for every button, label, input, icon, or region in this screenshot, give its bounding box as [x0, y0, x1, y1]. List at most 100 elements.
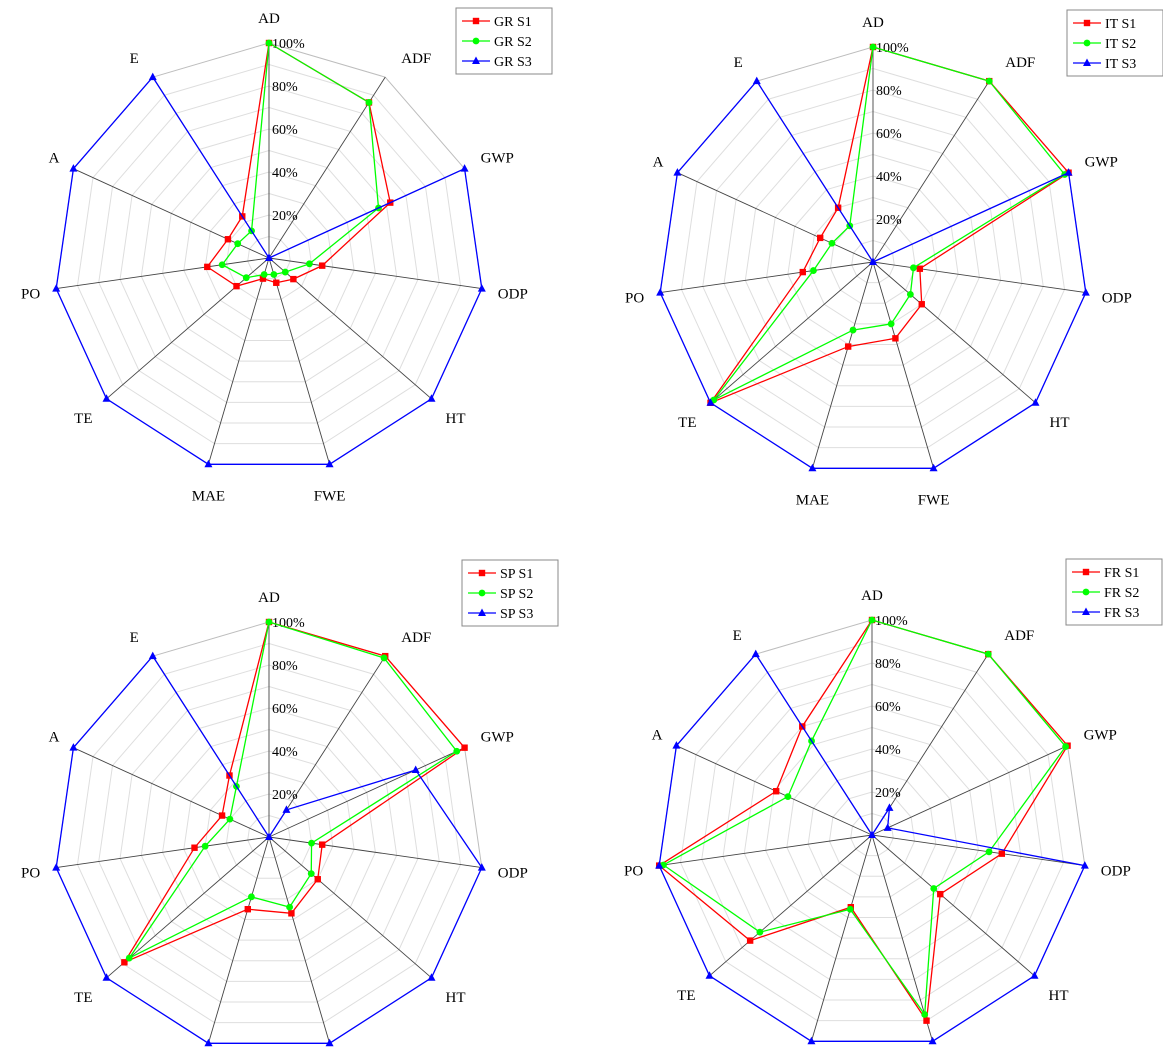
legend-marker: [1083, 58, 1091, 66]
data-point: [998, 850, 1006, 857]
axis-spoke: [810, 834, 873, 1042]
data-point: [121, 959, 128, 966]
axis-label-e: E: [130, 630, 139, 646]
axis-label-a: A: [653, 155, 664, 171]
radar-panel-sp: ADADFGWPODPHTFWEMAETEPOAE20%40%60%80%100…: [21, 559, 559, 1047]
tick-label: 100%: [272, 37, 305, 52]
data-point: [218, 261, 226, 269]
axis-spoke: [710, 261, 874, 404]
data-point: [918, 301, 925, 308]
data-point: [756, 928, 764, 936]
axis-spoke: [659, 834, 873, 867]
legend-label: GR S3: [494, 55, 532, 70]
radar-panel-gr: AD ADF GWP ODP HT FWE MAE TE PO A E 20% 40% 60% 80% 100…: [21, 7, 553, 504]
grid-ring: [162, 149, 376, 362]
grid-ring: [119, 106, 419, 403]
axis-label-odp: ODP: [1101, 864, 1131, 880]
axis-spoke: [56, 836, 270, 869]
legend-label: IT S1: [1105, 17, 1136, 32]
legend-label: SP S3: [500, 607, 533, 622]
data-point: [746, 937, 754, 944]
data-point: [288, 910, 295, 917]
data-point: [427, 394, 436, 402]
axis-spoke: [871, 653, 989, 836]
tick-label: 20%: [875, 786, 901, 801]
legend: IT S1 IT S2 IT S3: [1066, 9, 1163, 77]
data-point: [706, 398, 715, 406]
axis-label-e: E: [733, 628, 742, 644]
data-point: [906, 290, 914, 298]
axis-spoke: [207, 836, 270, 1044]
data-point: [892, 335, 899, 342]
axis-label-gwp: GWP: [1085, 155, 1118, 171]
axis-spoke: [872, 261, 1036, 404]
axis-spoke: [872, 261, 1086, 294]
data-point: [1031, 398, 1040, 406]
data-point: [242, 274, 250, 282]
data-point: [102, 973, 111, 981]
data-point: [916, 265, 924, 272]
legend-marker: [478, 569, 486, 577]
axis-spoke: [871, 834, 1085, 867]
grid-ring: [702, 89, 1044, 428]
axis-label-adf: ADF: [1005, 55, 1035, 71]
grid-ring: [766, 153, 980, 366]
legend-marker: [472, 17, 480, 25]
legend-marker: [1083, 19, 1091, 27]
data-point: [259, 275, 267, 282]
axis-spoke: [268, 836, 432, 979]
axis-label-ht: HT: [1049, 415, 1069, 431]
data-point: [807, 1036, 816, 1045]
data-point: [477, 863, 486, 871]
tick-label: 40%: [272, 166, 298, 181]
legend-label: SP S2: [500, 587, 533, 602]
legend: SP S1 SP S2 SP S3: [461, 559, 559, 627]
tick-label: 100%: [876, 41, 909, 56]
axis-spoke: [709, 834, 873, 977]
data-point: [921, 1011, 929, 1018]
data-point: [772, 788, 780, 795]
data-point: [427, 973, 436, 981]
axis-label-e: E: [130, 51, 139, 67]
data-point: [125, 954, 133, 962]
series-line-sp-s1: [122, 621, 466, 964]
data-point: [265, 39, 273, 47]
data-point: [314, 876, 321, 883]
data-point: [1080, 861, 1089, 869]
tick-label: 80%: [272, 80, 298, 95]
legend-label: FR S2: [1104, 586, 1139, 601]
data-point: [218, 812, 226, 819]
axis-label-gwp: GWP: [481, 730, 514, 746]
axis-spoke: [871, 745, 1068, 836]
grid-ring: [786, 748, 958, 919]
data-point: [910, 264, 917, 272]
grid-ring: [828, 791, 916, 877]
data-point: [655, 861, 664, 869]
data-point: [705, 971, 714, 979]
grid-ring: [247, 814, 291, 859]
axis-label-ht: HT: [1048, 988, 1068, 1004]
axis-label-odp: ODP: [498, 287, 528, 303]
data-point: [201, 842, 209, 850]
data-point: [281, 268, 289, 276]
data-point: [325, 459, 334, 468]
grid-ring: [679, 640, 1065, 1022]
axis-spoke: [268, 76, 386, 259]
grid-ring: [225, 214, 313, 300]
data-point: [306, 260, 313, 268]
data-point: [226, 815, 234, 823]
axis-spoke: [268, 257, 482, 290]
axis-label-a: A: [652, 728, 663, 744]
axis-spoke: [677, 172, 874, 263]
data-point: [1081, 288, 1090, 296]
data-point: [828, 239, 836, 247]
axis-label-adf: ADF: [401, 630, 431, 646]
data-point: [930, 885, 938, 892]
axis-spoke: [207, 257, 270, 465]
grid-ring: [119, 685, 419, 982]
data-point: [799, 268, 806, 276]
data-point: [1064, 168, 1073, 176]
data-point: [270, 271, 278, 278]
grid-ring: [851, 239, 895, 284]
series-line-gr-s2: [221, 41, 380, 279]
